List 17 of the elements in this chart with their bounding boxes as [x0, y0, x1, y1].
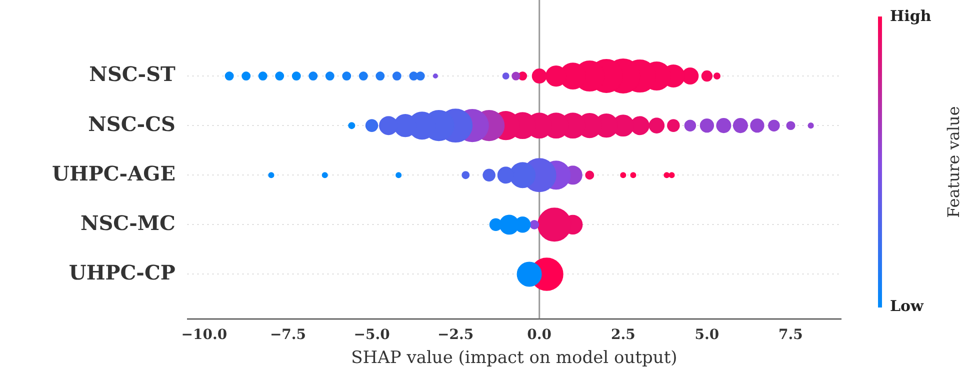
color-bar-label: High [890, 6, 932, 25]
x-tick-label: 7.5 [778, 326, 803, 343]
x-tick-label: 0.0 [527, 326, 552, 343]
x-tick-label: −5.0 [354, 326, 390, 343]
x-tick-label: −10.0 [181, 326, 228, 343]
color-bar-title: Feature value [944, 106, 964, 218]
y-tick-label: UHPC-AGE [52, 161, 176, 186]
x-tick-label: 2.5 [610, 326, 636, 343]
x-axis-title: SHAP value (impact on model output) [351, 348, 678, 368]
y-tick-label: NSC-CS [88, 112, 176, 136]
x-tick-label: 5.0 [694, 326, 720, 343]
x-tick-label: −2.5 [438, 326, 474, 343]
y-tick-label: NSC-ST [89, 62, 176, 86]
y-tick-label: NSC-MC [80, 210, 176, 235]
color-bar-label: Low [890, 296, 925, 315]
x-tick-label: −7.5 [270, 326, 306, 343]
y-tick-label: UHPC-CP [68, 260, 176, 284]
